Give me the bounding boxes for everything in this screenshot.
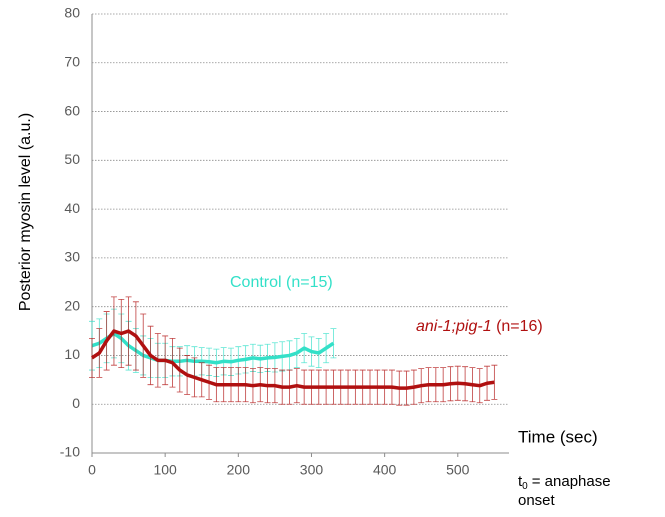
y-tick-label: 40 [64,200,80,216]
x-tick-label: 0 [88,462,96,478]
x-tick-label: 200 [227,462,251,478]
series-label: ani-1;pig-1 (n=16) [416,318,543,335]
y-tick-label: 70 [64,53,80,69]
x-axis-label: Time (sec) [518,427,598,446]
y-tick-label: 50 [64,151,80,167]
x-note-t: t [518,473,523,490]
series-suffix: (n=16) [496,318,543,335]
series-label: Control (n=15) [230,274,333,291]
x-tick-label: 100 [153,462,177,478]
x-tick-label: 500 [446,462,470,478]
series-line [91,329,495,390]
y-tick-label: 30 [64,249,80,265]
x-note-text: = anaphase [532,473,611,490]
series-name: ani-1;pig-1 [416,318,492,335]
y-tick-label: 80 [64,5,80,21]
y-tick-label: 60 [64,102,80,118]
y-tick-label: -10 [60,444,80,460]
series-suffix: (n=15) [286,274,333,291]
series-name: Control [230,274,282,291]
x-note: t0 = anaphase [518,473,611,492]
y-tick-label: 10 [64,346,80,362]
x-note-sub: 0 [522,481,528,492]
x-note-line2: onset [518,492,556,509]
x-tick-label: 300 [300,462,324,478]
series-line [91,331,335,365]
y-tick-label: 0 [72,395,80,411]
y-axis-label: Posterior myosin level (a.u.) [17,113,34,311]
y-tick-label: 20 [64,297,80,313]
x-tick-label: 400 [373,462,397,478]
